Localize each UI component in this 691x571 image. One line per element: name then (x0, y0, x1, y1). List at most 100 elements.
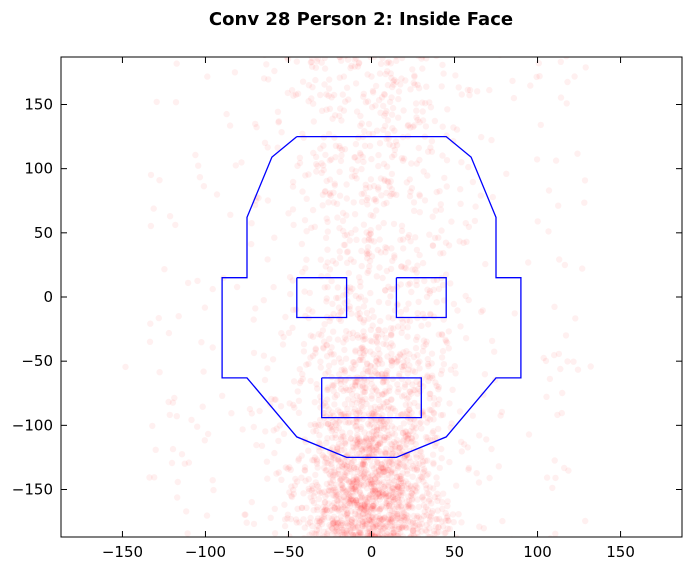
scatter-point (416, 191, 423, 198)
scatter-point (402, 524, 409, 531)
scatter-point (320, 515, 327, 522)
scatter-point (426, 290, 433, 297)
scatter-point (292, 91, 300, 98)
scatter-point (339, 433, 347, 440)
scatter-point (408, 490, 415, 497)
scatter-point (397, 236, 404, 244)
scatter-point (391, 510, 398, 517)
scatter-point (430, 394, 438, 402)
scatter-point (387, 178, 394, 185)
scatter-point (373, 388, 381, 395)
scatter-point (400, 410, 407, 418)
scatter-point (381, 468, 389, 475)
scatter-point (359, 153, 366, 160)
scatter-point (341, 465, 349, 472)
scatter-point (370, 434, 377, 442)
scatter-point (428, 510, 435, 517)
scatter-point (409, 381, 416, 388)
scatter-point (497, 412, 504, 419)
scatter-point (352, 488, 360, 495)
scatter-point (453, 126, 461, 133)
scatter-point (344, 405, 351, 412)
scatter-point (372, 499, 380, 507)
scatter-point (361, 128, 368, 135)
scatter-point (329, 115, 336, 122)
scatter-point (422, 123, 430, 130)
scatter-point (278, 330, 285, 337)
scatter-point (414, 534, 422, 537)
scatter-point (356, 349, 364, 357)
scatter-point (373, 426, 381, 433)
scatter-point (358, 165, 365, 173)
scatter-point (369, 212, 377, 220)
scatter-point (364, 532, 371, 537)
scatter-point (362, 520, 369, 528)
scatter-point (334, 505, 341, 513)
scatter-point (388, 357, 395, 364)
scatter-point (350, 359, 358, 366)
scatter-point (388, 153, 396, 161)
scatter-point (364, 470, 372, 477)
scatter-point (335, 528, 342, 535)
scatter-point (368, 513, 376, 521)
scatter-point (409, 528, 417, 535)
scatter-point (375, 533, 382, 537)
scatter-point (334, 521, 341, 528)
scatter-point (341, 439, 348, 446)
scatter-point (341, 498, 348, 505)
scatter-point (369, 103, 376, 111)
scatter-point (360, 448, 367, 456)
scatter-point (321, 399, 329, 407)
scatter-point (350, 199, 357, 206)
scatter-point (419, 347, 427, 355)
scatter-point (322, 506, 329, 513)
scatter-point (336, 74, 343, 81)
scatter-point (252, 120, 259, 128)
scatter-point (387, 60, 394, 67)
scatter-point (371, 384, 378, 391)
scatter-point (278, 129, 285, 136)
scatter-point (400, 366, 407, 373)
scatter-point (300, 516, 307, 523)
scatter-point (366, 480, 373, 487)
scatter-point (426, 496, 433, 503)
scatter-point (555, 350, 563, 358)
scatter-point (409, 66, 416, 73)
scatter-point (299, 268, 306, 276)
scatter-point (370, 238, 378, 245)
scatter-point (376, 466, 383, 473)
scatter-point (333, 515, 341, 523)
scatter-point (410, 527, 417, 534)
scatter-point (357, 445, 364, 452)
scatter-point (337, 380, 345, 387)
scatter-point (352, 292, 359, 300)
scatter-point (331, 499, 338, 507)
scatter-point (276, 422, 284, 429)
scatter-point (540, 354, 547, 362)
scatter-point (358, 464, 365, 472)
scatter-point (380, 425, 388, 432)
scatter-point (335, 457, 342, 465)
scatter-point (360, 351, 368, 358)
scatter-point (344, 297, 351, 305)
scatter-point (380, 478, 387, 486)
scatter-point (337, 157, 345, 165)
scatter-point (365, 231, 373, 239)
scatter-point (395, 504, 402, 511)
scatter-point (317, 256, 324, 263)
scatter-point (314, 162, 321, 170)
scatter-point (338, 117, 345, 124)
scatter-point (408, 490, 415, 497)
scatter-point (360, 507, 368, 515)
scatter-point (317, 91, 324, 99)
scatter-point (436, 515, 443, 523)
scatter-point (325, 368, 332, 375)
scatter-point (331, 469, 338, 476)
scatter-point (344, 510, 351, 517)
scatter-point (373, 431, 380, 438)
scatter-point (149, 422, 156, 430)
scatter-point (332, 260, 340, 267)
scatter-point (331, 504, 338, 511)
scatter-point (356, 397, 363, 404)
scatter-point (395, 114, 402, 121)
